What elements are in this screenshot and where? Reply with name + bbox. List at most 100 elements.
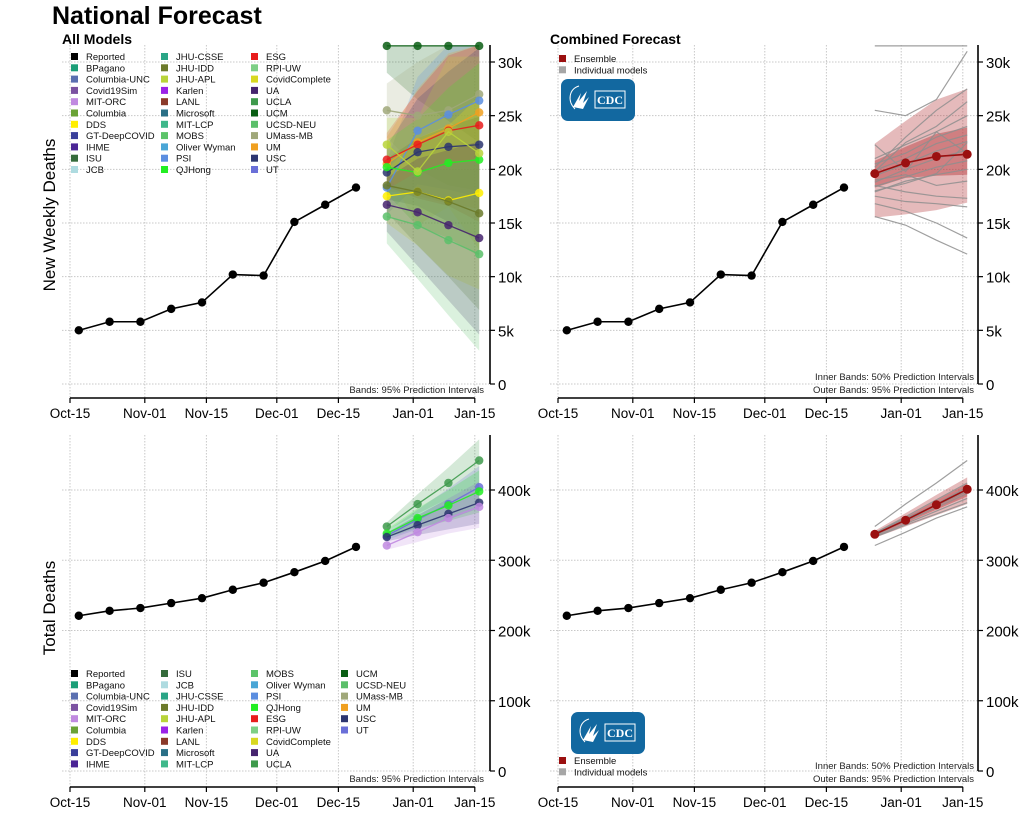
legend-swatch xyxy=(341,703,348,711)
y-axis-label: Total Deaths xyxy=(40,561,59,656)
y-axis-label: New Weekly Deaths xyxy=(40,139,59,292)
reported-point xyxy=(562,326,571,335)
cdc-box xyxy=(594,90,626,109)
model-point xyxy=(444,501,453,510)
model-point xyxy=(475,96,484,105)
legend-swatch xyxy=(161,670,168,677)
legend-label: UM xyxy=(266,142,281,153)
cdc-box xyxy=(604,723,636,742)
x-tick-label: Jan-15 xyxy=(454,406,495,421)
prediction-band xyxy=(386,56,480,250)
prediction-band xyxy=(386,439,480,531)
x-tick-label: Jan-15 xyxy=(942,795,983,810)
panel-weekly-combined: 0 5k 10k 15k 20k 25k 30k Oct-15 Nov-01 Nov-15 Dec-… xyxy=(538,45,1011,421)
legend-swatch xyxy=(161,53,168,60)
individual-model-line xyxy=(874,174,968,187)
legend-label: UT xyxy=(266,165,279,176)
legend-label: Microsoft xyxy=(176,748,215,759)
x-tick-label: Dec-15 xyxy=(805,795,849,810)
x-tick-label: Nov-01 xyxy=(123,406,167,421)
legend-label: USC xyxy=(356,714,376,725)
reported-line xyxy=(566,546,845,617)
reported-point xyxy=(105,606,114,616)
legend-label: UA xyxy=(266,748,280,759)
model-point xyxy=(382,140,391,149)
model-line xyxy=(386,502,480,538)
x-tick-label: Dec-01 xyxy=(255,406,299,421)
model-point xyxy=(413,220,422,230)
legend-swatch xyxy=(251,64,258,72)
model-point xyxy=(475,140,484,149)
reported-point xyxy=(839,542,849,552)
model-point xyxy=(413,513,422,523)
model-point xyxy=(382,532,391,542)
model-point xyxy=(413,140,422,149)
legend-swatch xyxy=(251,109,258,117)
y-tick-label: 5k xyxy=(986,323,1002,340)
legend-swatch xyxy=(71,98,78,106)
legend-label: JHU-CSSE xyxy=(176,52,224,63)
y-tick-label: 100k xyxy=(498,694,531,711)
cdc-logo: CDC xyxy=(561,79,635,121)
model-point xyxy=(382,200,391,209)
model-point xyxy=(475,155,484,164)
cdc-logo-text: CDC xyxy=(607,726,633,740)
prediction-band xyxy=(386,45,480,215)
legend-swatch xyxy=(161,86,168,94)
model-point xyxy=(382,212,391,221)
legend-swatch xyxy=(71,703,78,711)
legend-label: UCM xyxy=(356,669,378,680)
reported-point xyxy=(685,298,695,307)
x-tick-label: Nov-01 xyxy=(123,795,167,810)
reported-point xyxy=(716,585,725,594)
model-line xyxy=(386,130,480,173)
model-point xyxy=(444,142,453,151)
legend-label: ISU xyxy=(176,669,192,680)
legend-label: Ensemble xyxy=(574,756,616,767)
prediction-band xyxy=(386,45,480,143)
x-tick-label: Oct-15 xyxy=(50,795,91,810)
model-point xyxy=(382,155,391,164)
legend-swatch xyxy=(559,768,566,776)
cdc-logo-text: CDC xyxy=(597,93,623,107)
y-tick-label: 5k xyxy=(498,323,514,340)
reported-point xyxy=(290,567,299,577)
y-tick-label: 10k xyxy=(986,270,1011,287)
individual-model-line xyxy=(874,160,968,188)
model-point xyxy=(475,188,484,198)
individual-model-line xyxy=(874,502,968,538)
individual-model-line xyxy=(874,203,968,239)
reported-point xyxy=(321,200,330,209)
band-note: Bands: 95% Prediction Intervals xyxy=(349,774,484,785)
model-point xyxy=(475,90,484,99)
legend-label: Columbia xyxy=(86,109,127,120)
legend-all-models-top: ReportedBPaganoColumbia-UNCCovid19SimMIT… xyxy=(71,52,331,176)
legend-swatch xyxy=(251,760,258,768)
reported-point xyxy=(105,317,114,326)
ensemble-point xyxy=(931,151,941,161)
ensemble-point xyxy=(870,529,880,539)
model-point xyxy=(444,158,453,168)
legend-swatch xyxy=(251,715,258,723)
y-tick-label: 400k xyxy=(498,483,531,500)
x-tick-label: Jan-01 xyxy=(881,795,922,810)
individual-model-line xyxy=(874,506,968,547)
individual-model-line xyxy=(874,130,968,173)
legend-label: UCM xyxy=(266,109,288,120)
y-tick-label: 0 xyxy=(986,764,994,781)
individual-model-line xyxy=(874,184,968,199)
legend-swatch xyxy=(161,726,168,734)
ensemble-point xyxy=(870,169,880,179)
model-point xyxy=(444,220,453,230)
legend-swatch xyxy=(161,132,168,140)
legend-swatch xyxy=(71,749,78,757)
y-tick-label: 25k xyxy=(986,109,1011,126)
x-tick-label: Oct-15 xyxy=(538,406,579,421)
reported-point xyxy=(321,556,330,566)
legend-swatch xyxy=(71,681,78,689)
legend-label: BPagano xyxy=(86,63,125,74)
legend-swatch xyxy=(71,120,78,128)
page-title: National Forecast xyxy=(52,2,262,30)
legend-label: JHU-APL xyxy=(176,75,216,86)
